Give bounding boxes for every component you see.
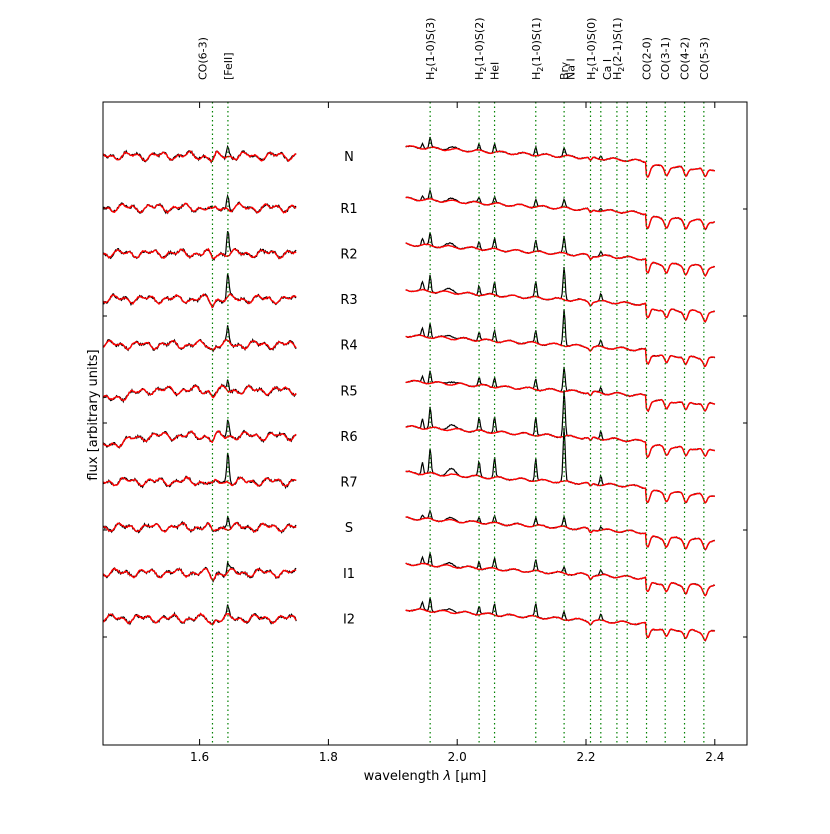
line-label-part: 2 <box>536 67 545 72</box>
line-label-4: HeI <box>489 62 502 80</box>
line-label-9: H2(2-1)S(1) <box>611 18 626 81</box>
plot-frame <box>102 101 748 746</box>
line-label-part: CO(5-3) <box>698 37 711 80</box>
series-label-s: S <box>345 521 353 536</box>
spectral-line-labels: CO(6-3) [FeII] H2(1-0)S(3)H2(1-0)S(2)HeI H2… <box>196 18 710 81</box>
x-tick-label: 2.4 <box>705 750 724 764</box>
observed-spectrum-r5 <box>102 366 716 413</box>
observed-spectrum-r6 <box>102 390 715 459</box>
series-label-r2: R2 <box>340 247 357 262</box>
line-label-part: [FeII] <box>222 52 235 80</box>
line-label-part: γ <box>560 62 571 68</box>
series-label-n: N <box>344 150 354 165</box>
line-label-part: H <box>530 72 543 80</box>
line-label-part: H <box>585 72 598 80</box>
series-label-i1: I1 <box>343 567 355 582</box>
model-spectrum-i2 <box>102 608 716 641</box>
observed-spectrum-r3 <box>102 266 715 323</box>
line-label-part: CO(3-1) <box>659 37 672 80</box>
line-label-part: (1-0)S(0) <box>585 18 598 67</box>
series-label-i2: I2 <box>343 612 355 627</box>
model-spectrum-i1 <box>102 562 715 597</box>
line-label-part: (2-1)S(1) <box>611 18 624 67</box>
line-label-part: H <box>424 72 437 80</box>
series-label-r6: R6 <box>340 430 357 445</box>
line-label-part: Ca I <box>601 59 614 80</box>
series-label-r5: R5 <box>340 384 357 399</box>
spectral-line-markers <box>211 102 705 745</box>
series-label-r4: R4 <box>340 339 357 354</box>
line-label-part: (1-0)S(1) <box>530 18 543 67</box>
line-label-part: H <box>473 72 486 80</box>
x-axis-label-part: wavelength <box>364 769 444 784</box>
model-spectrum-s <box>102 516 715 551</box>
line-label-2: H2(1-0)S(3) <box>424 18 439 81</box>
x-tick-label: 1.6 <box>190 750 209 764</box>
line-label-1: [FeII] <box>222 52 235 80</box>
line-label-7: Na I <box>565 58 578 80</box>
model-spectrum-r6 <box>102 424 716 458</box>
line-label-3: H2(1-0)S(2) <box>473 18 488 81</box>
line-label-11: CO(2-0) <box>641 37 654 80</box>
line-label-part: Br <box>558 67 571 80</box>
model-spectrum-r7 <box>103 470 715 504</box>
x-tick-label: 2.0 <box>448 750 467 764</box>
observed-spectrum-r7 <box>102 427 716 504</box>
line-label-part: H <box>611 72 624 80</box>
series-label-r3: R3 <box>340 293 357 308</box>
line-label-part: CO(2-0) <box>641 37 654 80</box>
line-label-part: Na I <box>565 58 578 80</box>
line-label-part: 2 <box>430 67 439 72</box>
line-label-14: CO(5-3) <box>698 37 711 80</box>
model-spectrum-r3 <box>102 288 715 323</box>
model-spectrum-r5 <box>102 379 716 412</box>
line-label-10: Ca I <box>601 59 614 80</box>
x-tick-label: 1.8 <box>319 750 338 764</box>
line-label-0: CO(6-3) <box>196 37 209 80</box>
x-axis-label-part: [μm] <box>451 769 486 784</box>
line-label-part: (1-0)S(3) <box>424 18 437 67</box>
line-label-8: H2(1-0)S(0) <box>585 18 600 81</box>
x-tick-label: 2.2 <box>576 750 595 764</box>
x-axis-label-part: λ <box>442 769 451 784</box>
observed-spectrum-r4 <box>102 309 716 368</box>
model-spectrum-r4 <box>102 334 715 368</box>
line-label-13: CO(4-2) <box>679 37 692 80</box>
axes: 1.6 1.8 2.0 2.2 2.4 <box>103 102 747 764</box>
series-labels: N R1 R2 R3 R4 R5 R6 R7 S I1 I2 <box>340 150 357 628</box>
model-spectrum-r2 <box>102 242 715 277</box>
line-label-part: CO(6-3) <box>196 37 209 80</box>
line-label-part: (1-0)S(2) <box>473 18 486 67</box>
series-label-r7: R7 <box>340 476 357 491</box>
model-spectrum-n <box>102 144 716 178</box>
line-label-part: 2 <box>591 67 600 72</box>
model-spectrum-r1 <box>102 196 715 230</box>
line-label-5: H2(1-0)S(1) <box>530 18 545 81</box>
line-label-part: HeI <box>489 62 502 80</box>
x-axis-label: wavelength λ [μm] <box>364 769 487 784</box>
series-label-r1: R1 <box>340 202 357 217</box>
line-label-6: Brγ <box>558 62 571 80</box>
line-label-part: 2 <box>617 67 626 72</box>
line-label-part: 2 <box>479 67 488 72</box>
observed-spectrum-s <box>102 508 715 551</box>
spectra-curves <box>102 136 716 642</box>
y-axis-label: flux [arbitrary units] <box>86 349 101 480</box>
line-label-12: CO(3-1) <box>659 37 672 80</box>
observed-spectrum-r1 <box>102 188 715 231</box>
line-label-part: CO(4-2) <box>679 37 692 80</box>
